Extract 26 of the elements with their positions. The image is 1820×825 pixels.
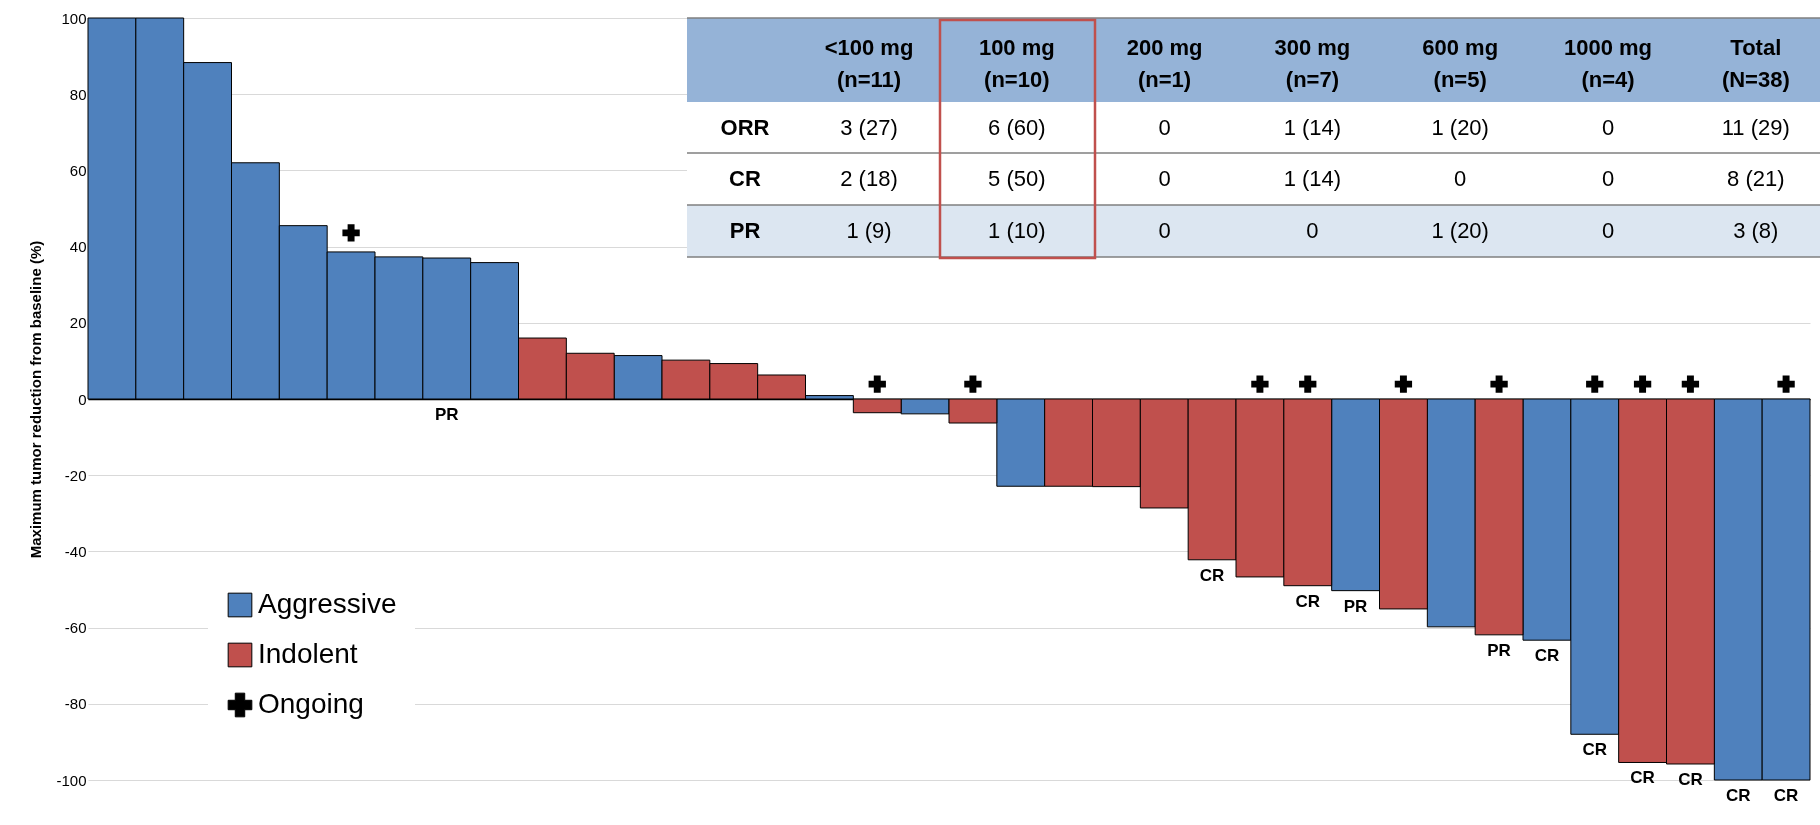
- y-tick-label: 20: [69, 314, 87, 332]
- y-tick-label: -100: [56, 771, 87, 789]
- y-tick-label: -60: [64, 619, 87, 637]
- data-label: CR: [1725, 786, 1751, 805]
- data-label: CR: [1295, 591, 1321, 611]
- y-axis-title: Maximum tumor reduction from baseline (%): [27, 240, 45, 559]
- legend-label: Aggressive: [258, 588, 397, 619]
- y-tick-label: 80: [69, 85, 87, 103]
- data-label: PR: [1487, 640, 1511, 660]
- data-label: CR: [1199, 565, 1225, 585]
- data-label: CR: [1582, 740, 1608, 760]
- y-tick-label: 40: [69, 238, 87, 256]
- legend-label: Indolent: [258, 638, 358, 669]
- y-tick-label: -80: [64, 695, 87, 713]
- y-tick-label: -40: [64, 542, 87, 560]
- y-tick-label: -20: [64, 466, 87, 484]
- data-label: CR: [1534, 646, 1560, 666]
- y-tick-label: 100: [61, 9, 87, 27]
- data-label: CR: [1630, 768, 1655, 788]
- legend-label: Ongoing: [258, 688, 364, 719]
- y-tick-label: 0: [78, 390, 87, 408]
- data-label: CR: [1773, 786, 1799, 805]
- data-label: PR: [1343, 596, 1368, 616]
- data-label: PR: [434, 405, 459, 424]
- data-label: CR: [1678, 770, 1703, 789]
- y-tick-label: 60: [69, 161, 87, 179]
